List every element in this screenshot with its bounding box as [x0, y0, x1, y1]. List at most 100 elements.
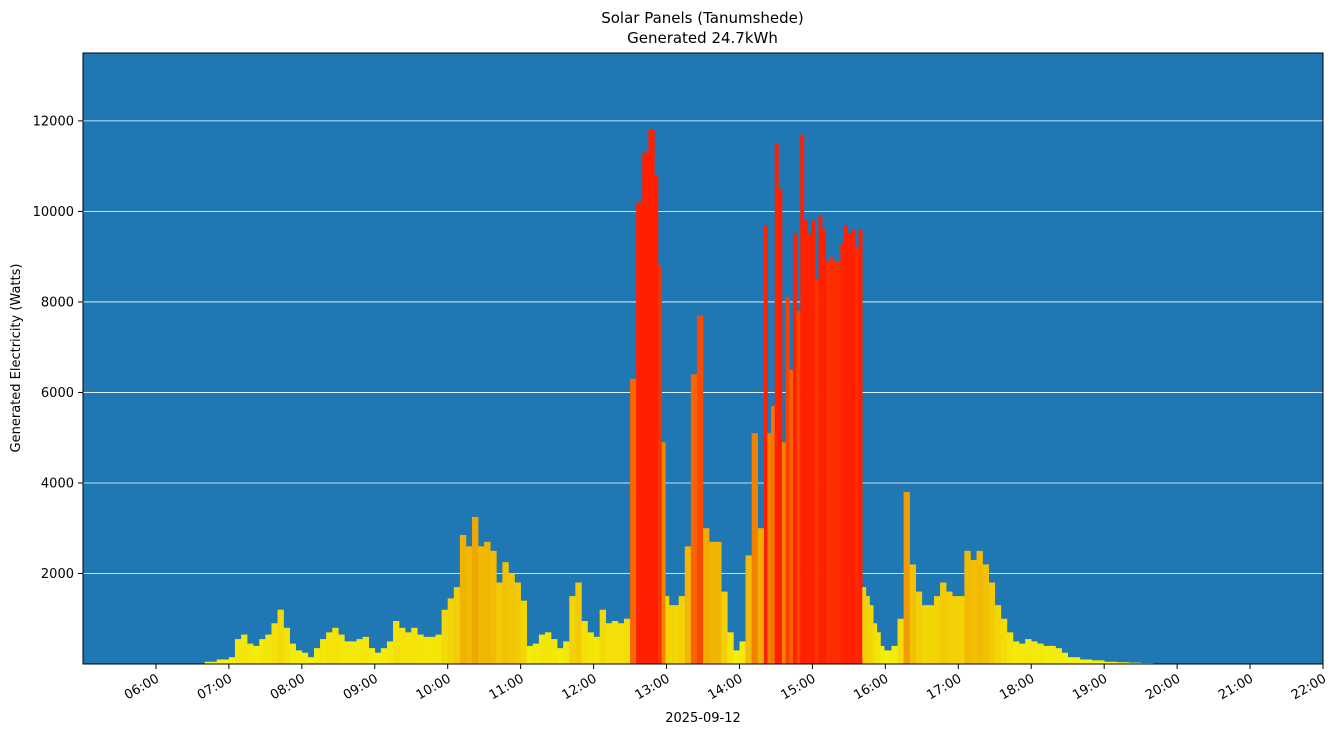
- bar: [417, 634, 424, 664]
- bar: [465, 546, 473, 664]
- bar: [350, 641, 357, 664]
- x-tick-label: 08:00: [268, 671, 308, 703]
- bar: [792, 234, 797, 664]
- bar: [241, 634, 248, 664]
- bar: [295, 650, 303, 664]
- bar: [599, 609, 607, 664]
- bar: [782, 442, 786, 664]
- bar: [678, 596, 686, 664]
- bar: [778, 188, 783, 664]
- y-axis: 2000 4000 6000 8000 10000 12000: [33, 114, 83, 582]
- bar: [668, 605, 673, 664]
- x-tick-label: 14:00: [706, 671, 746, 703]
- x-axis: 06:00 07:00 08:00 09:00 10:00 11:00 12:00 13:00…: [122, 664, 1329, 703]
- x-tick-label: 20:00: [1143, 671, 1183, 703]
- y-tick-label: 12000: [33, 114, 74, 129]
- bar: [869, 605, 874, 664]
- x-tick-label: 07:00: [195, 671, 235, 703]
- bar: [733, 650, 740, 664]
- y-tick-label: 10000: [33, 205, 74, 220]
- bar: [301, 652, 309, 664]
- bar: [265, 634, 272, 664]
- bar: [526, 645, 534, 664]
- x-axis-label: 2025-09-12: [665, 711, 741, 726]
- x-tick-label: 12:00: [560, 671, 600, 703]
- bar: [441, 609, 449, 664]
- bar: [851, 229, 856, 664]
- bar: [785, 297, 790, 664]
- bar: [490, 550, 497, 664]
- bar: [453, 587, 461, 664]
- bar: [368, 648, 376, 664]
- bar: [472, 516, 479, 664]
- bar: [575, 582, 582, 664]
- bar: [271, 623, 278, 664]
- x-tick-label: 11:00: [487, 671, 527, 703]
- bar: [903, 492, 910, 664]
- bar: [636, 202, 643, 664]
- bar: [715, 541, 722, 664]
- bar: [1037, 643, 1044, 664]
- bar: [1055, 648, 1062, 664]
- bar: [982, 564, 989, 664]
- bar: [320, 639, 327, 664]
- bar: [630, 378, 637, 664]
- bar: [496, 582, 503, 664]
- y-tick-label: 6000: [41, 386, 74, 401]
- bar: [940, 582, 947, 664]
- bar: [818, 215, 823, 664]
- bar: [623, 618, 631, 664]
- bar: [909, 564, 917, 664]
- bar: [703, 528, 710, 664]
- bar: [873, 623, 878, 664]
- bar: [774, 143, 779, 664]
- bar: [789, 369, 794, 664]
- bar: [654, 175, 659, 664]
- bar: [807, 234, 812, 664]
- bar: [435, 634, 442, 664]
- x-tick-label: 06:00: [122, 671, 162, 703]
- bar: [994, 605, 1002, 664]
- x-tick-label: 09:00: [341, 671, 381, 703]
- bar: [796, 310, 801, 664]
- bar: [661, 442, 666, 664]
- bar: [259, 639, 266, 664]
- plot-frame: [82, 52, 1324, 665]
- bar: [721, 591, 728, 664]
- bar: [617, 623, 625, 664]
- bar: [557, 648, 564, 664]
- bars: [204, 129, 1154, 665]
- bar: [253, 645, 260, 664]
- bar: [247, 643, 254, 664]
- bar: [611, 621, 619, 664]
- bar: [763, 224, 768, 665]
- bar: [1049, 645, 1056, 664]
- bar: [1104, 661, 1117, 664]
- bar: [1092, 660, 1105, 664]
- bar: [307, 657, 315, 664]
- bar: [393, 621, 400, 664]
- bar: [508, 573, 515, 664]
- bar: [844, 224, 848, 665]
- bar: [964, 550, 971, 664]
- bar: [665, 596, 670, 664]
- x-tick-label: 19:00: [1070, 671, 1110, 703]
- bar: [1019, 643, 1026, 664]
- x-tick-label: 10:00: [414, 671, 454, 703]
- x-tick-label: 16:00: [851, 671, 891, 703]
- bar: [854, 247, 859, 665]
- x-tick-label: 18:00: [997, 671, 1037, 703]
- bar: [970, 559, 977, 664]
- bar: [1067, 657, 1081, 664]
- bar: [283, 627, 290, 664]
- bar: [739, 641, 746, 664]
- bar: [380, 648, 388, 664]
- bar: [374, 652, 382, 664]
- bar: [800, 134, 805, 664]
- bar: [745, 555, 752, 664]
- bar: [897, 618, 904, 664]
- bar: [927, 605, 935, 664]
- bar: [891, 645, 898, 664]
- bar: [1006, 632, 1014, 664]
